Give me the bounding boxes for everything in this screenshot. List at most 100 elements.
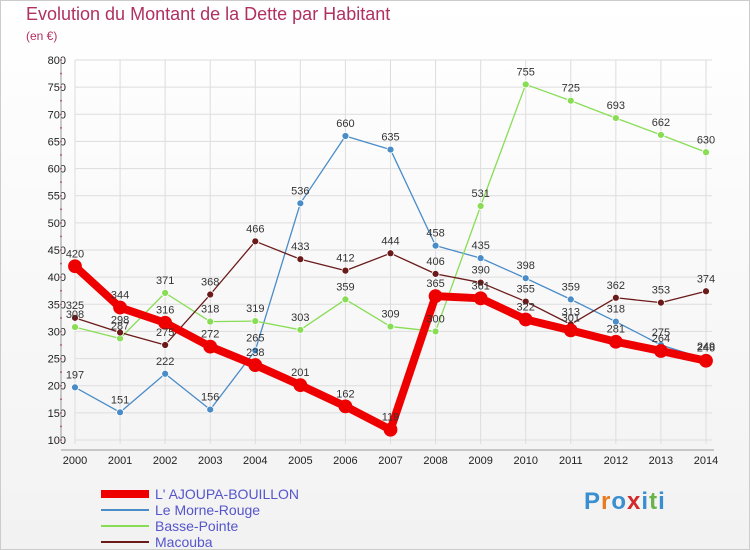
logo-letter: o <box>611 488 628 515</box>
data-point <box>341 132 350 140</box>
x-tick-label: 2008 <box>423 455 447 467</box>
data-label: 246 <box>697 343 715 355</box>
data-label: 119 <box>382 412 400 424</box>
data-label: 359 <box>562 281 580 293</box>
data-point <box>296 255 305 264</box>
data-label: 466 <box>246 223 264 235</box>
y-tick-label: 550 <box>48 191 66 203</box>
data-label: 390 <box>471 265 489 277</box>
data-point <box>386 145 395 154</box>
data-point <box>341 266 350 275</box>
data-label: 162 <box>336 388 354 400</box>
data-label: 275 <box>652 327 670 339</box>
y-tick-label: 500 <box>48 218 66 230</box>
logo-letter: r <box>601 488 612 515</box>
data-label: 272 <box>201 329 219 341</box>
data-label: 635 <box>381 132 399 144</box>
data-point <box>386 322 395 331</box>
data-point <box>71 323 79 331</box>
data-point <box>338 399 353 414</box>
y-tick-label: 600 <box>48 164 66 176</box>
y-tick-label: 150 <box>48 408 66 420</box>
data-label: 197 <box>66 369 84 381</box>
data-point <box>611 293 620 302</box>
data-label: 406 <box>426 256 444 268</box>
data-point <box>473 291 488 306</box>
data-point <box>702 287 710 296</box>
data-label: 361 <box>471 280 489 292</box>
legend-label: Macouba <box>155 534 213 550</box>
data-point <box>702 148 710 157</box>
proxiti-logo: Proxiti <box>584 488 666 516</box>
data-point <box>699 353 713 368</box>
data-label: 264 <box>652 333 670 345</box>
data-label: 344 <box>111 290 129 302</box>
x-tick-label: 2001 <box>108 455 132 467</box>
y-tick-label: 700 <box>48 109 66 121</box>
data-point <box>161 369 170 378</box>
data-label: 319 <box>246 303 264 315</box>
data-point <box>431 241 440 250</box>
data-point <box>608 334 623 349</box>
data-point <box>248 358 263 372</box>
data-label: 365 <box>426 278 444 290</box>
y-tick-label: 250 <box>48 354 66 366</box>
data-label: 368 <box>201 277 219 289</box>
data-label: 662 <box>652 117 670 129</box>
data-label: 322 <box>517 301 535 313</box>
logo-letter: x <box>627 488 642 515</box>
data-label: 355 <box>517 284 535 296</box>
data-label: 318 <box>607 304 625 316</box>
legend-swatch <box>101 490 149 498</box>
data-label: 287 <box>111 320 129 332</box>
data-point <box>341 295 350 304</box>
chart-subtitle: (en €) <box>26 29 58 43</box>
x-tick-label: 2007 <box>378 455 402 467</box>
x-tick-label: 2009 <box>468 455 492 467</box>
data-label: 420 <box>66 248 84 260</box>
data-point <box>476 278 485 287</box>
data-label: 536 <box>291 185 309 197</box>
data-label: 249 <box>697 341 715 353</box>
data-point <box>251 346 260 355</box>
data-point <box>428 289 443 304</box>
data-label: 308 <box>66 309 84 321</box>
data-point <box>521 80 530 89</box>
legend-label: Basse-Pointe <box>155 518 239 534</box>
data-label: 362 <box>607 280 625 292</box>
data-point <box>431 269 440 278</box>
data-label: 265 <box>246 332 264 344</box>
data-point <box>657 131 665 139</box>
data-point <box>251 317 260 326</box>
y-tick-label: 750 <box>48 82 66 94</box>
data-point <box>654 344 668 358</box>
logo-letter: P <box>584 488 602 515</box>
data-label: 433 <box>291 241 309 253</box>
y-tick-label: 800 <box>48 55 66 67</box>
data-label: 222 <box>156 356 174 368</box>
data-point <box>296 199 305 208</box>
data-point <box>293 378 308 393</box>
data-label: 298 <box>111 315 129 327</box>
y-tick-label: 450 <box>48 245 66 257</box>
data-point <box>566 295 575 304</box>
data-label: 318 <box>201 304 219 316</box>
data-point <box>161 288 170 297</box>
y-tick-label: 400 <box>48 272 66 284</box>
data-point <box>476 202 485 210</box>
data-label: 316 <box>156 305 174 317</box>
data-label: 353 <box>652 285 670 297</box>
data-point <box>431 327 440 336</box>
legend-swatch <box>101 541 149 543</box>
data-point <box>563 323 578 338</box>
data-point <box>611 114 620 122</box>
legend-swatch <box>101 525 149 527</box>
data-point <box>521 274 530 283</box>
data-label: 156 <box>201 392 219 404</box>
data-point <box>521 297 530 306</box>
x-tick-label: 2010 <box>513 455 537 467</box>
legend-label: L' AJOUPA-BOUILLON <box>155 486 300 502</box>
data-label: 151 <box>111 394 129 406</box>
data-label: 755 <box>517 66 535 78</box>
